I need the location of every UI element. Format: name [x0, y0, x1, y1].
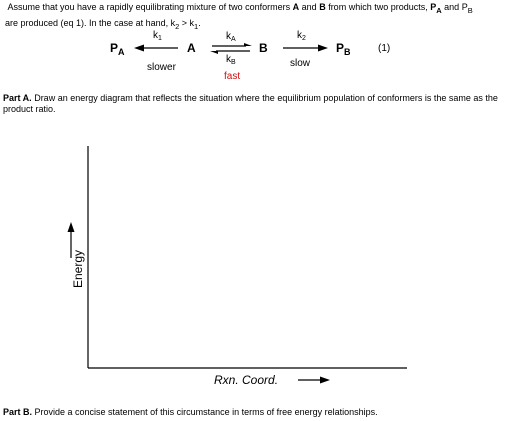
part-a-label: Part A. — [3, 93, 32, 103]
part-a-text: Draw an energy diagram that reflects the… — [3, 93, 498, 114]
label-fast: fast — [224, 71, 241, 82]
intro-conformer-a: A — [292, 2, 300, 12]
label-ka: kA — [226, 31, 236, 43]
label-k1: k1 — [153, 30, 162, 42]
intro-k1-sub: 1 — [194, 21, 199, 31]
part-b-text: Provide a concise statement of this circ… — [32, 407, 378, 417]
arrow-a-to-pa — [134, 44, 178, 52]
part-a-prompt: Part A. Draw an energy diagram that refl… — [3, 93, 521, 115]
scheme-arrows — [134, 43, 328, 54]
species-a: A — [187, 41, 196, 55]
y-arrow — [67, 222, 75, 258]
equation-number: (1) — [378, 43, 391, 54]
y-axis-label: Energy — [71, 249, 85, 289]
label-k2: k2 — [297, 30, 306, 42]
intro-text-2: and — [299, 2, 320, 12]
intro-k2-sub: 2 — [175, 21, 180, 31]
species-pa: PA — [110, 41, 125, 57]
intro-conformer-b: B — [319, 2, 326, 12]
intro-text-1: Assume that you have a rapidly equilibra… — [7, 2, 293, 12]
intro-text-3: from which two products, — [325, 2, 431, 12]
x-axis-label: Rxn. Coord. — [214, 373, 279, 387]
label-slower: slower — [147, 62, 176, 73]
arrow-b-to-pb — [283, 44, 328, 52]
intro-text-6: > k — [179, 17, 195, 28]
label-kb: kB — [226, 54, 236, 66]
intro-text-7: . — [198, 17, 201, 28]
intro-pb-sub: B — [467, 5, 473, 15]
x-arrow — [298, 376, 330, 384]
part-b-label: Part B. — [3, 407, 33, 417]
species-b: B — [259, 41, 268, 55]
intro-text-4: and P — [441, 2, 468, 12]
label-slow: slow — [290, 58, 311, 69]
intro-text-5: are produced (eq 1). In the case at hand… — [5, 17, 176, 28]
reaction-scheme: PA A B PB k1 kA kB k2 slower fast slow (… — [0, 28, 525, 88]
intro-product-pa: PA — [430, 2, 442, 15]
intro-paragraph: Assume that you have a rapidly equilibra… — [5, 1, 520, 33]
part-b-prompt: Part B. Provide a concise statement of t… — [3, 407, 521, 418]
equilibrium-arrows — [210, 43, 252, 54]
species-pb: PB — [336, 41, 351, 57]
